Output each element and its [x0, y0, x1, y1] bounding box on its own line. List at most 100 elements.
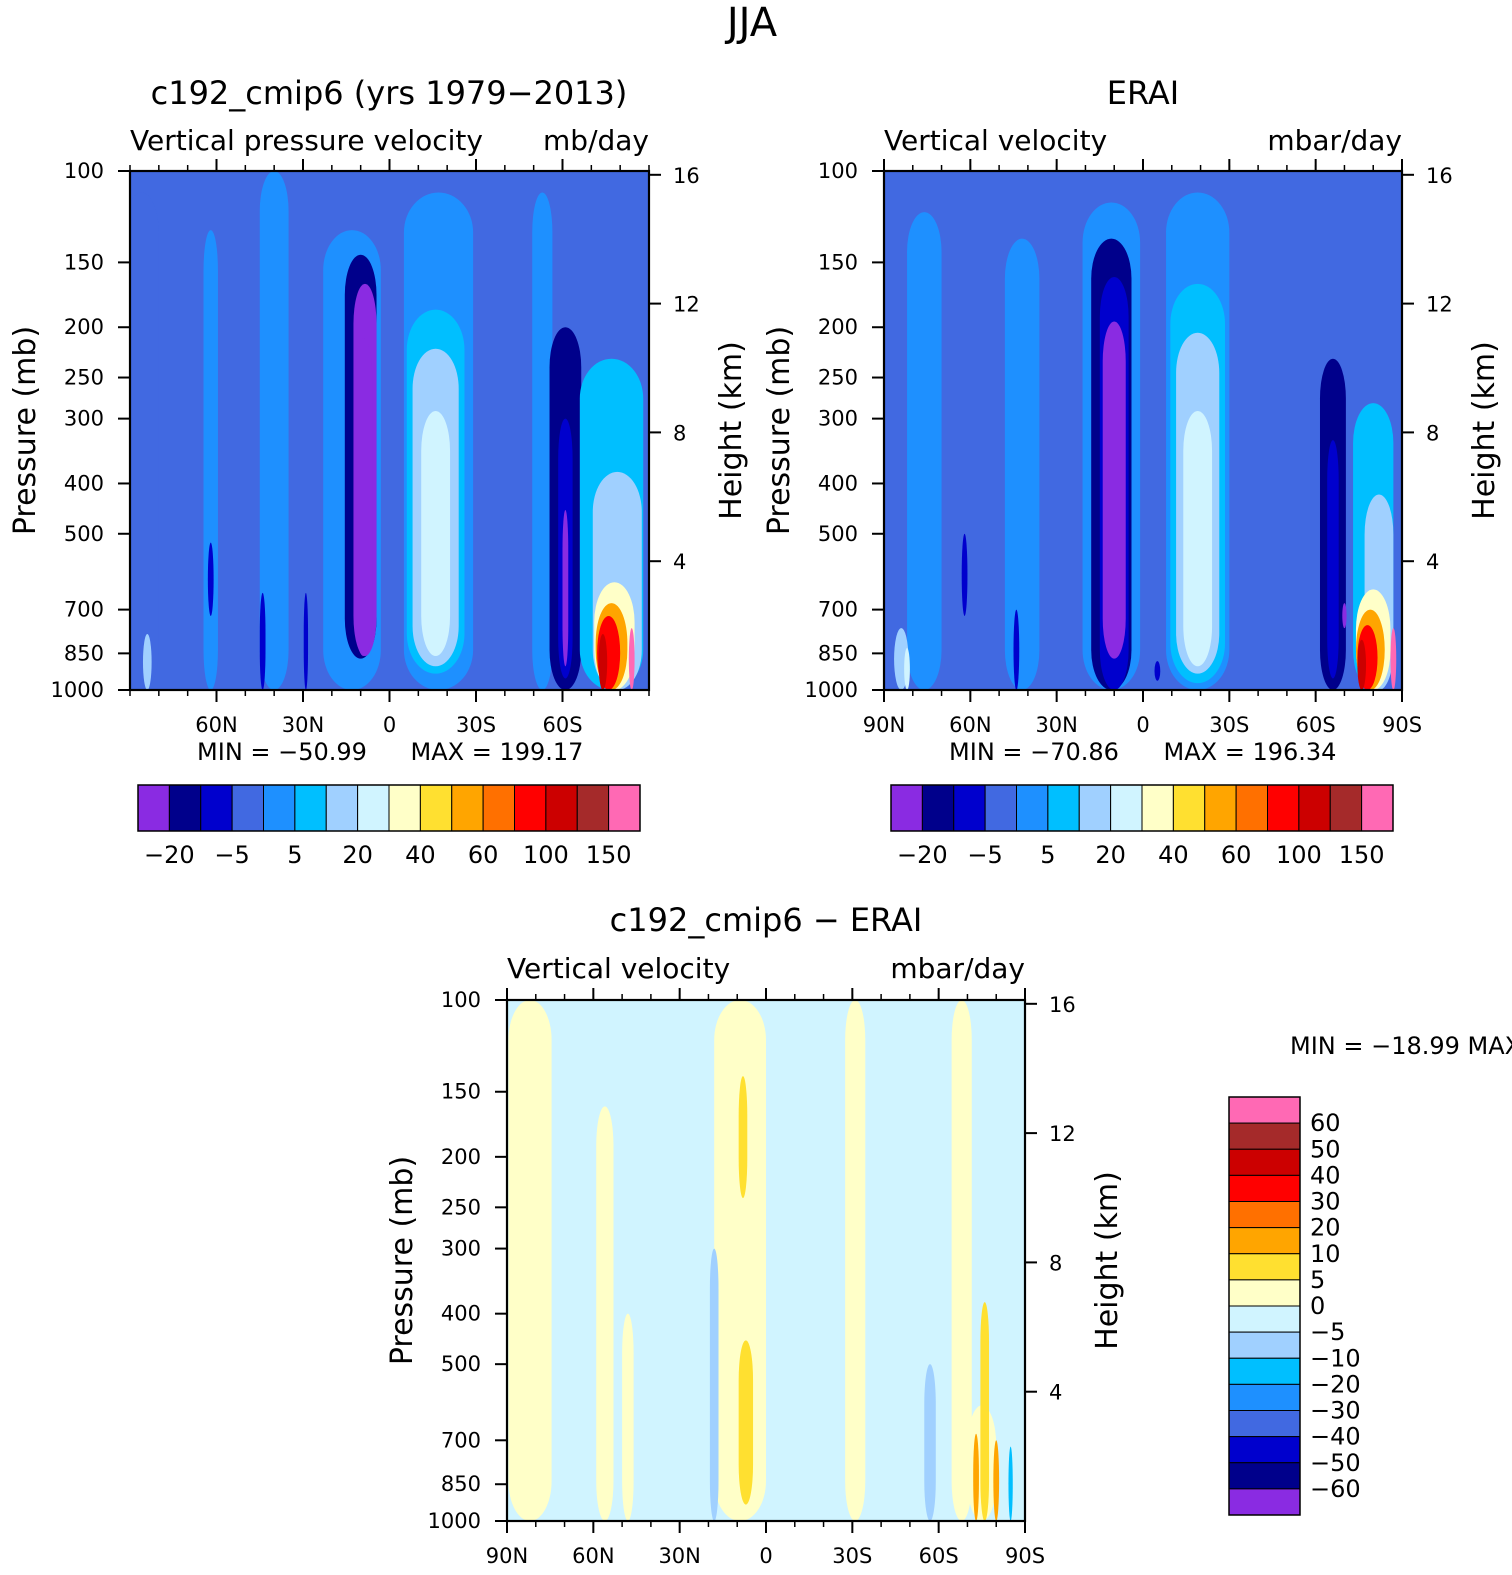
colorbar: −20 −5 5 20 40 60 100 150 — [890, 784, 1394, 869]
y-tick-label: 850 — [818, 641, 858, 665]
colorbar-frame — [137, 784, 641, 832]
height-tick-label: 8 — [673, 421, 686, 445]
colorbar-box — [1228, 1488, 1301, 1516]
contour-region — [845, 1000, 866, 1521]
colorbar-label: −20 — [1310, 1370, 1361, 1398]
colorbar-label: 60 — [1221, 841, 1252, 869]
colorbar-box — [545, 784, 578, 832]
colorbar-box — [1228, 1357, 1301, 1385]
colorbar-box — [576, 784, 610, 832]
colorbar-box — [1228, 1174, 1301, 1202]
contour-region — [562, 510, 569, 667]
y-tick-label: 850 — [64, 641, 104, 665]
x-tick-label: 0 — [1136, 713, 1149, 737]
y-tick-label: 150 — [64, 250, 104, 274]
contour-region — [303, 592, 309, 690]
y-tick-label: 1000 — [805, 678, 858, 702]
contour-region — [1154, 661, 1161, 681]
contour-region — [980, 1302, 990, 1521]
panel-units: mb/day — [543, 124, 649, 157]
colorbar-label: 5 — [287, 841, 302, 869]
panel-units: mbar/day — [890, 952, 1025, 985]
x-tick-label: 60N — [949, 713, 991, 737]
panel-subtitle-left: Vertical pressure velocity — [130, 124, 483, 157]
colorbar-box — [325, 784, 359, 832]
contour-region — [1342, 603, 1347, 629]
contour-region — [973, 1433, 979, 1521]
x-tick-label: 60N — [572, 1544, 614, 1568]
max-text: MAX = 196.34 — [1164, 738, 1337, 766]
colorbar-box — [608, 784, 641, 832]
y-tick-label: 300 — [441, 1237, 481, 1261]
colorbar-box — [451, 784, 484, 832]
contour-region — [961, 533, 968, 616]
y-tick-label: 400 — [818, 471, 858, 495]
y-tick-label: 250 — [818, 366, 858, 390]
x-tick-label: 90N — [863, 713, 905, 737]
colorbar-box — [1228, 1148, 1301, 1176]
colorbar-label: −60 — [1310, 1475, 1361, 1503]
y-tick-label: 150 — [818, 250, 858, 274]
colorbar-label: 30 — [1310, 1188, 1341, 1216]
colorbar-label: 100 — [1276, 841, 1322, 869]
contour-region — [738, 1340, 754, 1505]
y-tick-label: 100 — [818, 159, 858, 183]
height-tick-label: 4 — [1049, 1381, 1062, 1405]
height-tick-label: 16 — [1426, 164, 1453, 188]
min-text: MIN = −70.86 — [949, 738, 1119, 766]
y-tick-label: 300 — [818, 407, 858, 431]
contour-region — [532, 192, 553, 690]
panel-model: c192_cmip6 (yrs 1979−2013) Vertical press… — [8, 74, 749, 869]
colorbar-box — [357, 784, 390, 832]
colorbar-label: 40 — [1310, 1161, 1341, 1189]
contour-region — [259, 592, 266, 690]
colorbar-box — [263, 784, 296, 832]
colorbar-box — [1204, 784, 1237, 832]
colorbar-box — [953, 784, 986, 832]
panel-units: mbar/day — [1267, 124, 1402, 157]
x-tick-label: 90N — [486, 1544, 528, 1568]
colorbar-label: −50 — [1310, 1449, 1361, 1477]
y-axis-label: Pressure (mb) — [762, 326, 797, 535]
y-tick-label: 250 — [441, 1195, 481, 1219]
colorbar-label: 60 — [1310, 1109, 1341, 1137]
colorbar-box — [1228, 1462, 1301, 1490]
contour-region — [354, 338, 373, 657]
y-tick-label: 250 — [64, 366, 104, 390]
y-tick-label: 400 — [64, 471, 104, 495]
colorbar-box — [168, 784, 202, 832]
colorbar-box — [294, 784, 327, 832]
y-tick-label: 700 — [818, 598, 858, 622]
colorbar-label: −5 — [967, 841, 1002, 869]
y-tick-label: 500 — [818, 522, 858, 546]
contour-region — [1357, 639, 1367, 690]
colorbar-label: −20 — [897, 841, 948, 869]
x-tick-label: 60N — [195, 713, 237, 737]
contour-region — [993, 1440, 1000, 1521]
height-axis-label: Height (km) — [1467, 341, 1502, 520]
height-tick-label: 16 — [673, 164, 700, 188]
colorbar-box — [1235, 784, 1268, 832]
colorbar-box — [1228, 1227, 1301, 1255]
colorbar-label: 5 — [1310, 1266, 1325, 1294]
colorbar-box — [1298, 784, 1331, 832]
colorbar-box — [921, 784, 955, 832]
panel-title: c192_cmip6 (yrs 1979−2013) — [151, 74, 628, 112]
colorbar-box — [231, 784, 264, 832]
colorbar-box — [1361, 784, 1394, 832]
y-axis-label: Pressure (mb) — [8, 326, 43, 535]
colorbar-box — [137, 784, 170, 832]
y-tick-label: 1000 — [428, 1509, 481, 1533]
x-tick-label: 30N — [1035, 713, 1077, 737]
contour-region — [738, 1076, 748, 1199]
height-tick-label: 12 — [1049, 1122, 1076, 1146]
height-tick-label: 8 — [1426, 421, 1439, 445]
contour-region — [709, 1248, 719, 1521]
colorbar-label: −30 — [1310, 1397, 1361, 1425]
x-tick-label: 30S — [832, 1544, 872, 1568]
y-tick-label: 150 — [441, 1080, 481, 1104]
panel-title: c192_cmip6 − ERAI — [610, 901, 923, 939]
height-tick-label: 8 — [1049, 1251, 1062, 1275]
contour-region — [622, 1313, 634, 1521]
